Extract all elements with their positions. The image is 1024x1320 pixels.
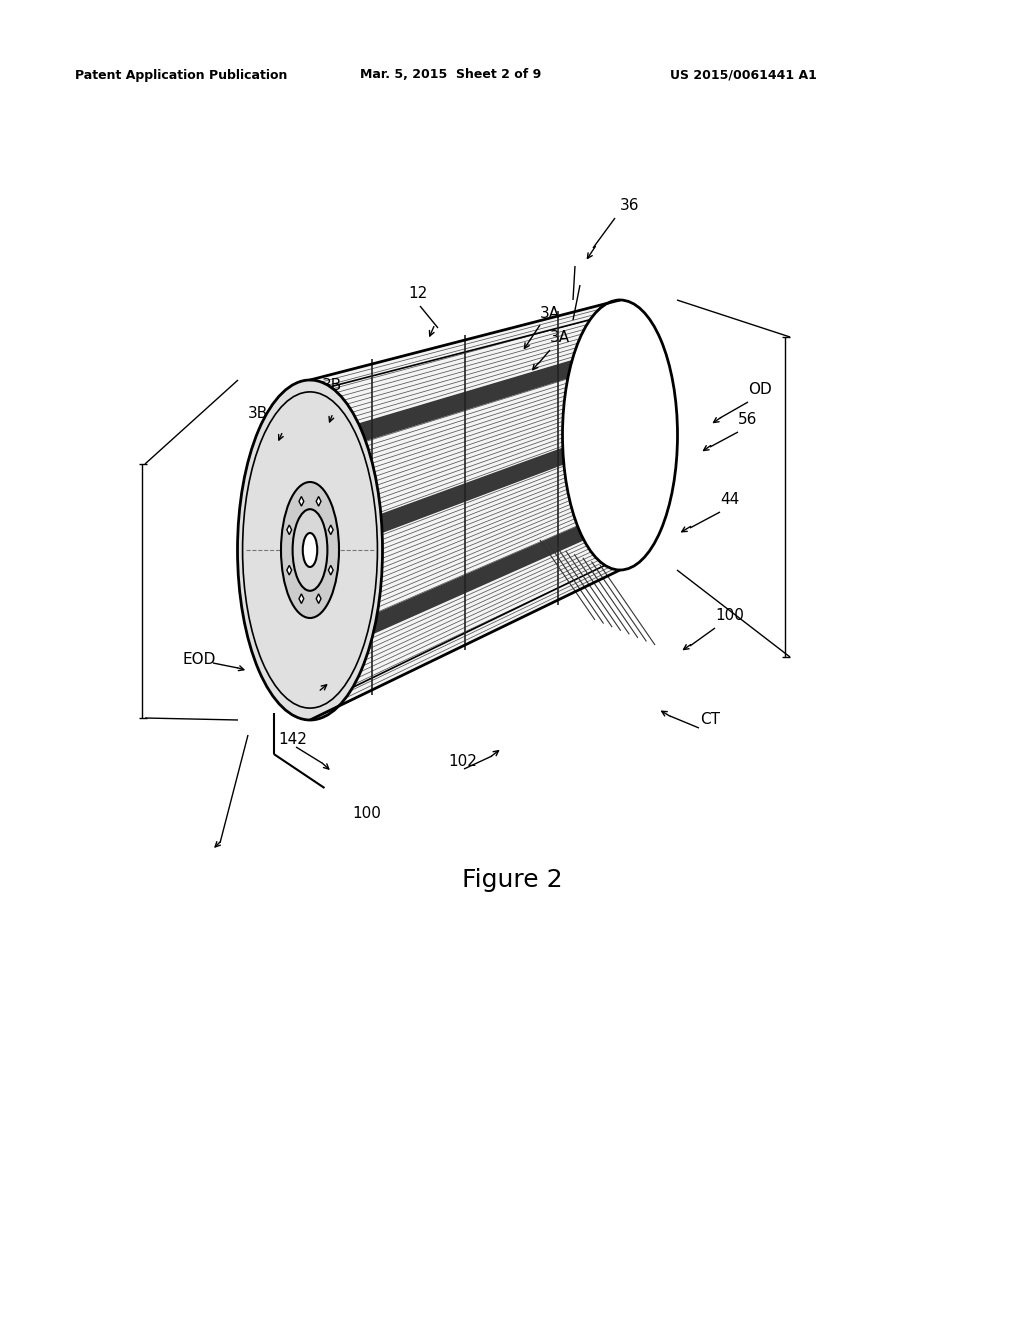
- Ellipse shape: [281, 482, 339, 618]
- Text: 12: 12: [408, 285, 427, 301]
- Text: Patent Application Publication: Patent Application Publication: [75, 69, 288, 82]
- Polygon shape: [310, 300, 620, 719]
- Polygon shape: [310, 428, 620, 560]
- Polygon shape: [310, 346, 620, 458]
- Ellipse shape: [303, 533, 317, 568]
- Polygon shape: [287, 565, 292, 576]
- Text: 36: 36: [620, 198, 640, 213]
- Ellipse shape: [238, 380, 383, 719]
- Polygon shape: [299, 496, 304, 506]
- Ellipse shape: [293, 510, 328, 591]
- Text: 3A: 3A: [540, 305, 560, 321]
- Text: 56: 56: [738, 412, 758, 428]
- Polygon shape: [287, 525, 292, 535]
- Polygon shape: [299, 594, 304, 603]
- Polygon shape: [310, 508, 620, 661]
- Text: CT: CT: [700, 713, 720, 727]
- Polygon shape: [329, 525, 333, 535]
- Text: 3B: 3B: [248, 407, 268, 421]
- Text: 100: 100: [715, 609, 743, 623]
- Text: 102: 102: [449, 755, 477, 770]
- Text: Figure 2: Figure 2: [462, 869, 562, 892]
- Text: 3B: 3B: [322, 379, 342, 393]
- Text: 100: 100: [352, 807, 381, 821]
- Polygon shape: [316, 594, 321, 603]
- Text: OD: OD: [748, 383, 772, 397]
- Text: 144: 144: [275, 689, 304, 704]
- Polygon shape: [316, 496, 321, 506]
- Text: 142: 142: [278, 733, 307, 747]
- Polygon shape: [329, 565, 333, 576]
- Text: 3A: 3A: [550, 330, 570, 346]
- Text: EOD: EOD: [183, 652, 216, 668]
- Ellipse shape: [562, 300, 678, 570]
- Text: US 2015/0061441 A1: US 2015/0061441 A1: [670, 69, 817, 82]
- Text: Mar. 5, 2015  Sheet 2 of 9: Mar. 5, 2015 Sheet 2 of 9: [360, 69, 542, 82]
- Text: 44: 44: [720, 492, 739, 507]
